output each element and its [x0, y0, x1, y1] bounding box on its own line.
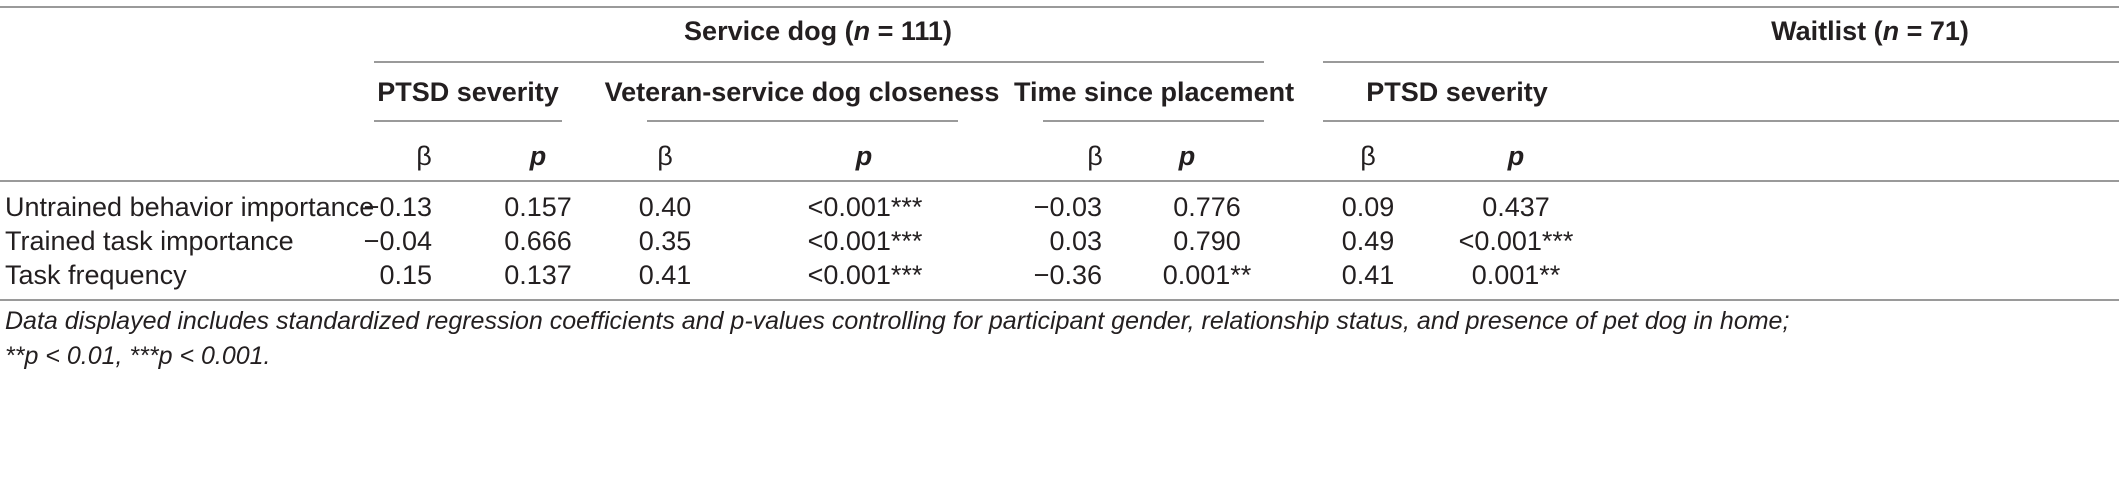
subheader-time-since-placement: Time since placement: [1013, 77, 1295, 107]
subheader-rule-1: [374, 120, 562, 122]
table-cell: 0.666: [504, 226, 572, 256]
table-cell: −0.13: [363, 192, 432, 222]
subheader-rule-4: [1323, 120, 2119, 122]
col-p-2: p: [855, 141, 873, 171]
table-cell: 0.157: [504, 192, 572, 222]
table-cell: 0.09: [1341, 192, 1395, 222]
table-cell: 0.437: [1482, 192, 1550, 222]
table-cell: −0.36: [1033, 260, 1102, 290]
table-bottom-rule: [0, 299, 2119, 301]
table-cell: −0.04: [363, 226, 432, 256]
subheader-ptsd-severity-service: PTSD severity: [377, 77, 559, 107]
table-cell: 0.001**: [1471, 260, 1561, 290]
header-bottom-rule: [0, 180, 2119, 182]
col-beta-4: β: [1360, 141, 1376, 171]
row-label: Untrained behavior importance: [5, 192, 375, 222]
table-cell: 0.40: [638, 192, 692, 222]
table-top-rule: [0, 6, 2119, 8]
subheader-rule-2: [647, 120, 958, 122]
col-beta-1: β: [416, 141, 432, 171]
table-cell: 0.03: [1049, 226, 1102, 256]
subheader-closeness: Veteran-service dog closeness: [604, 77, 1000, 107]
subheader-rule-3: [1043, 120, 1264, 122]
table-cell: 0.001**: [1162, 260, 1252, 290]
table-cell: 0.776: [1173, 192, 1241, 222]
table-cell: −0.03: [1033, 192, 1102, 222]
group-header-service-dog: Service dog (n = 111): [684, 16, 952, 46]
col-beta-3: β: [1087, 141, 1103, 171]
table-caption-line-2: **p < 0.01, ***p < 0.001.: [5, 342, 271, 370]
col-p-4: p: [1507, 141, 1525, 171]
group-header-waitlist: Waitlist (n = 71): [1771, 16, 1969, 46]
table-cell: 0.790: [1173, 226, 1241, 256]
group-rule-service-dog: [374, 61, 1264, 63]
col-beta-2: β: [657, 141, 673, 171]
table-cell: <0.001***: [807, 226, 923, 256]
table-cell: 0.35: [638, 226, 692, 256]
table-cell: 0.137: [504, 260, 572, 290]
subheader-ptsd-severity-waitlist: PTSD severity: [1366, 77, 1548, 107]
table-cell: 0.49: [1341, 226, 1395, 256]
group-rule-waitlist: [1323, 61, 2119, 63]
col-p-3: p: [1178, 141, 1196, 171]
row-label: Trained task importance: [5, 226, 294, 256]
table-cell: <0.001***: [807, 260, 923, 290]
col-p-1: p: [529, 141, 547, 171]
table-cell: <0.001***: [1458, 226, 1574, 256]
row-label: Task frequency: [5, 260, 187, 290]
table-caption-line-1: Data displayed includes standardized reg…: [5, 307, 1790, 335]
table-cell: 0.41: [638, 260, 692, 290]
table-cell: 0.15: [379, 260, 432, 290]
table-cell: <0.001***: [807, 192, 923, 222]
table-cell: 0.41: [1341, 260, 1395, 290]
